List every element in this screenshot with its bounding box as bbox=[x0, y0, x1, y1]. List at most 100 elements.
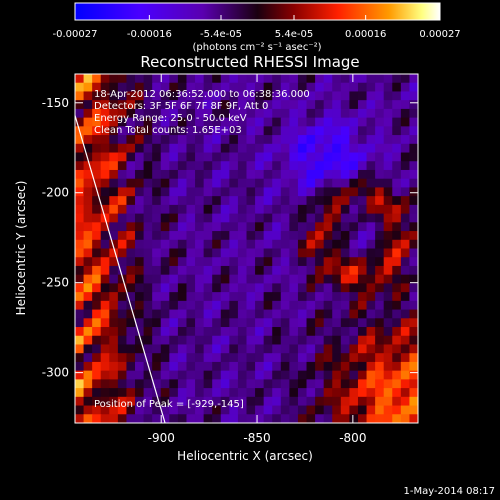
heatmap-cell bbox=[357, 213, 368, 223]
heatmap-cell bbox=[340, 117, 350, 127]
heatmap-cell bbox=[409, 169, 418, 180]
heatmap-cell bbox=[229, 213, 239, 223]
heatmap-cell bbox=[255, 300, 265, 311]
heatmap-cell bbox=[203, 344, 213, 354]
heatmap-cell bbox=[169, 222, 179, 232]
heatmap-cell bbox=[117, 74, 128, 84]
heatmap-cell bbox=[375, 379, 385, 389]
heatmap-cell bbox=[409, 231, 418, 241]
heatmap-cell bbox=[332, 318, 342, 328]
heatmap-cell bbox=[135, 196, 145, 206]
heatmap-cell bbox=[246, 283, 256, 293]
heatmap-cell bbox=[212, 126, 222, 136]
heatmap-cell bbox=[212, 135, 222, 145]
heatmap-cell bbox=[400, 135, 411, 145]
heatmap-cell bbox=[83, 257, 93, 267]
heatmap-cell bbox=[340, 344, 350, 354]
heatmap-cell bbox=[375, 292, 385, 302]
heatmap-cell bbox=[263, 239, 273, 250]
heatmap-cell bbox=[246, 327, 256, 337]
heatmap-cell bbox=[366, 100, 376, 110]
heatmap-cell bbox=[109, 100, 119, 110]
heatmap-cell bbox=[349, 239, 359, 250]
heatmap-cell bbox=[332, 405, 342, 415]
heatmap-cell bbox=[229, 292, 239, 302]
heatmap-cell bbox=[392, 248, 402, 258]
heatmap-cell bbox=[195, 405, 205, 415]
heatmap-cell bbox=[246, 231, 256, 241]
heatmap-cell bbox=[383, 100, 393, 110]
heatmap-cell bbox=[186, 335, 196, 346]
heatmap-cell bbox=[332, 274, 342, 284]
heatmap-cell bbox=[75, 300, 85, 311]
heatmap-cell bbox=[272, 405, 282, 415]
heatmap-cell bbox=[400, 161, 411, 171]
heatmap-cell bbox=[220, 388, 230, 398]
heatmap-cell bbox=[92, 300, 102, 311]
heatmap-cell bbox=[297, 274, 308, 284]
heatmap-cell bbox=[152, 187, 162, 197]
heatmap-cell bbox=[400, 239, 411, 250]
heatmap-cell bbox=[297, 414, 308, 423]
heatmap-cell bbox=[383, 91, 393, 101]
heatmap-cell bbox=[152, 100, 162, 110]
heatmap-cell bbox=[117, 405, 128, 415]
heatmap-cell bbox=[195, 178, 205, 189]
heatmap-cell bbox=[92, 370, 102, 380]
heatmap-cell bbox=[75, 283, 85, 293]
heatmap-cell bbox=[195, 257, 205, 267]
heatmap-cell bbox=[109, 196, 119, 206]
heatmap-cell bbox=[169, 283, 179, 293]
heatmap-cell bbox=[83, 135, 93, 145]
heatmap-cell bbox=[186, 161, 196, 171]
heatmap-cell bbox=[272, 169, 282, 180]
heatmap-cell bbox=[323, 396, 333, 407]
heatmap-cell bbox=[212, 239, 222, 250]
heatmap-cell bbox=[297, 257, 308, 267]
heatmap-cell bbox=[160, 108, 170, 119]
heatmap-cell bbox=[306, 344, 316, 354]
heatmap-cell bbox=[220, 257, 230, 267]
heatmap-cell bbox=[177, 239, 188, 250]
heatmap-cell bbox=[409, 161, 418, 171]
heatmap-cell bbox=[400, 309, 411, 319]
heatmap-cell bbox=[392, 204, 402, 215]
heatmap-cell bbox=[83, 161, 93, 171]
heatmap-cell bbox=[323, 283, 333, 293]
heatmap-cell bbox=[143, 108, 153, 119]
heatmap-cell bbox=[255, 143, 265, 154]
heatmap-cell bbox=[315, 117, 325, 127]
heatmap-cell bbox=[323, 274, 333, 284]
heatmap-cell bbox=[237, 135, 248, 145]
heatmap-cell bbox=[366, 126, 376, 136]
heatmap-cell bbox=[220, 74, 230, 84]
heatmap-cell bbox=[135, 161, 145, 171]
heatmap-cell bbox=[255, 265, 265, 276]
heatmap-cell bbox=[289, 396, 299, 407]
heatmap-cell bbox=[263, 292, 273, 302]
heatmap-cell bbox=[246, 388, 256, 398]
heatmap-cell bbox=[109, 344, 119, 354]
heatmap-cell bbox=[349, 292, 359, 302]
heatmap-cell bbox=[315, 274, 325, 284]
heatmap-cell bbox=[289, 82, 299, 93]
heatmap-cell bbox=[152, 274, 162, 284]
heatmap-cell bbox=[340, 248, 350, 258]
heatmap-cell bbox=[117, 213, 128, 223]
heatmap-cell bbox=[306, 135, 316, 145]
heatmap-cell bbox=[392, 117, 402, 127]
heatmap-cell bbox=[375, 300, 385, 311]
heatmap-cell bbox=[92, 204, 102, 215]
heatmap-cell bbox=[332, 327, 342, 337]
heatmap-cell bbox=[246, 100, 256, 110]
heatmap-cell bbox=[126, 100, 136, 110]
heatmap-cell bbox=[83, 178, 93, 189]
heatmap-cell bbox=[263, 318, 273, 328]
x-tick-label: -850 bbox=[243, 431, 270, 445]
heatmap-cell bbox=[203, 327, 213, 337]
heatmap-cell bbox=[383, 388, 393, 398]
heatmap-cell bbox=[332, 117, 342, 127]
heatmap-cell bbox=[229, 265, 239, 276]
heatmap-cell bbox=[357, 108, 368, 119]
heatmap-cell bbox=[383, 248, 393, 258]
